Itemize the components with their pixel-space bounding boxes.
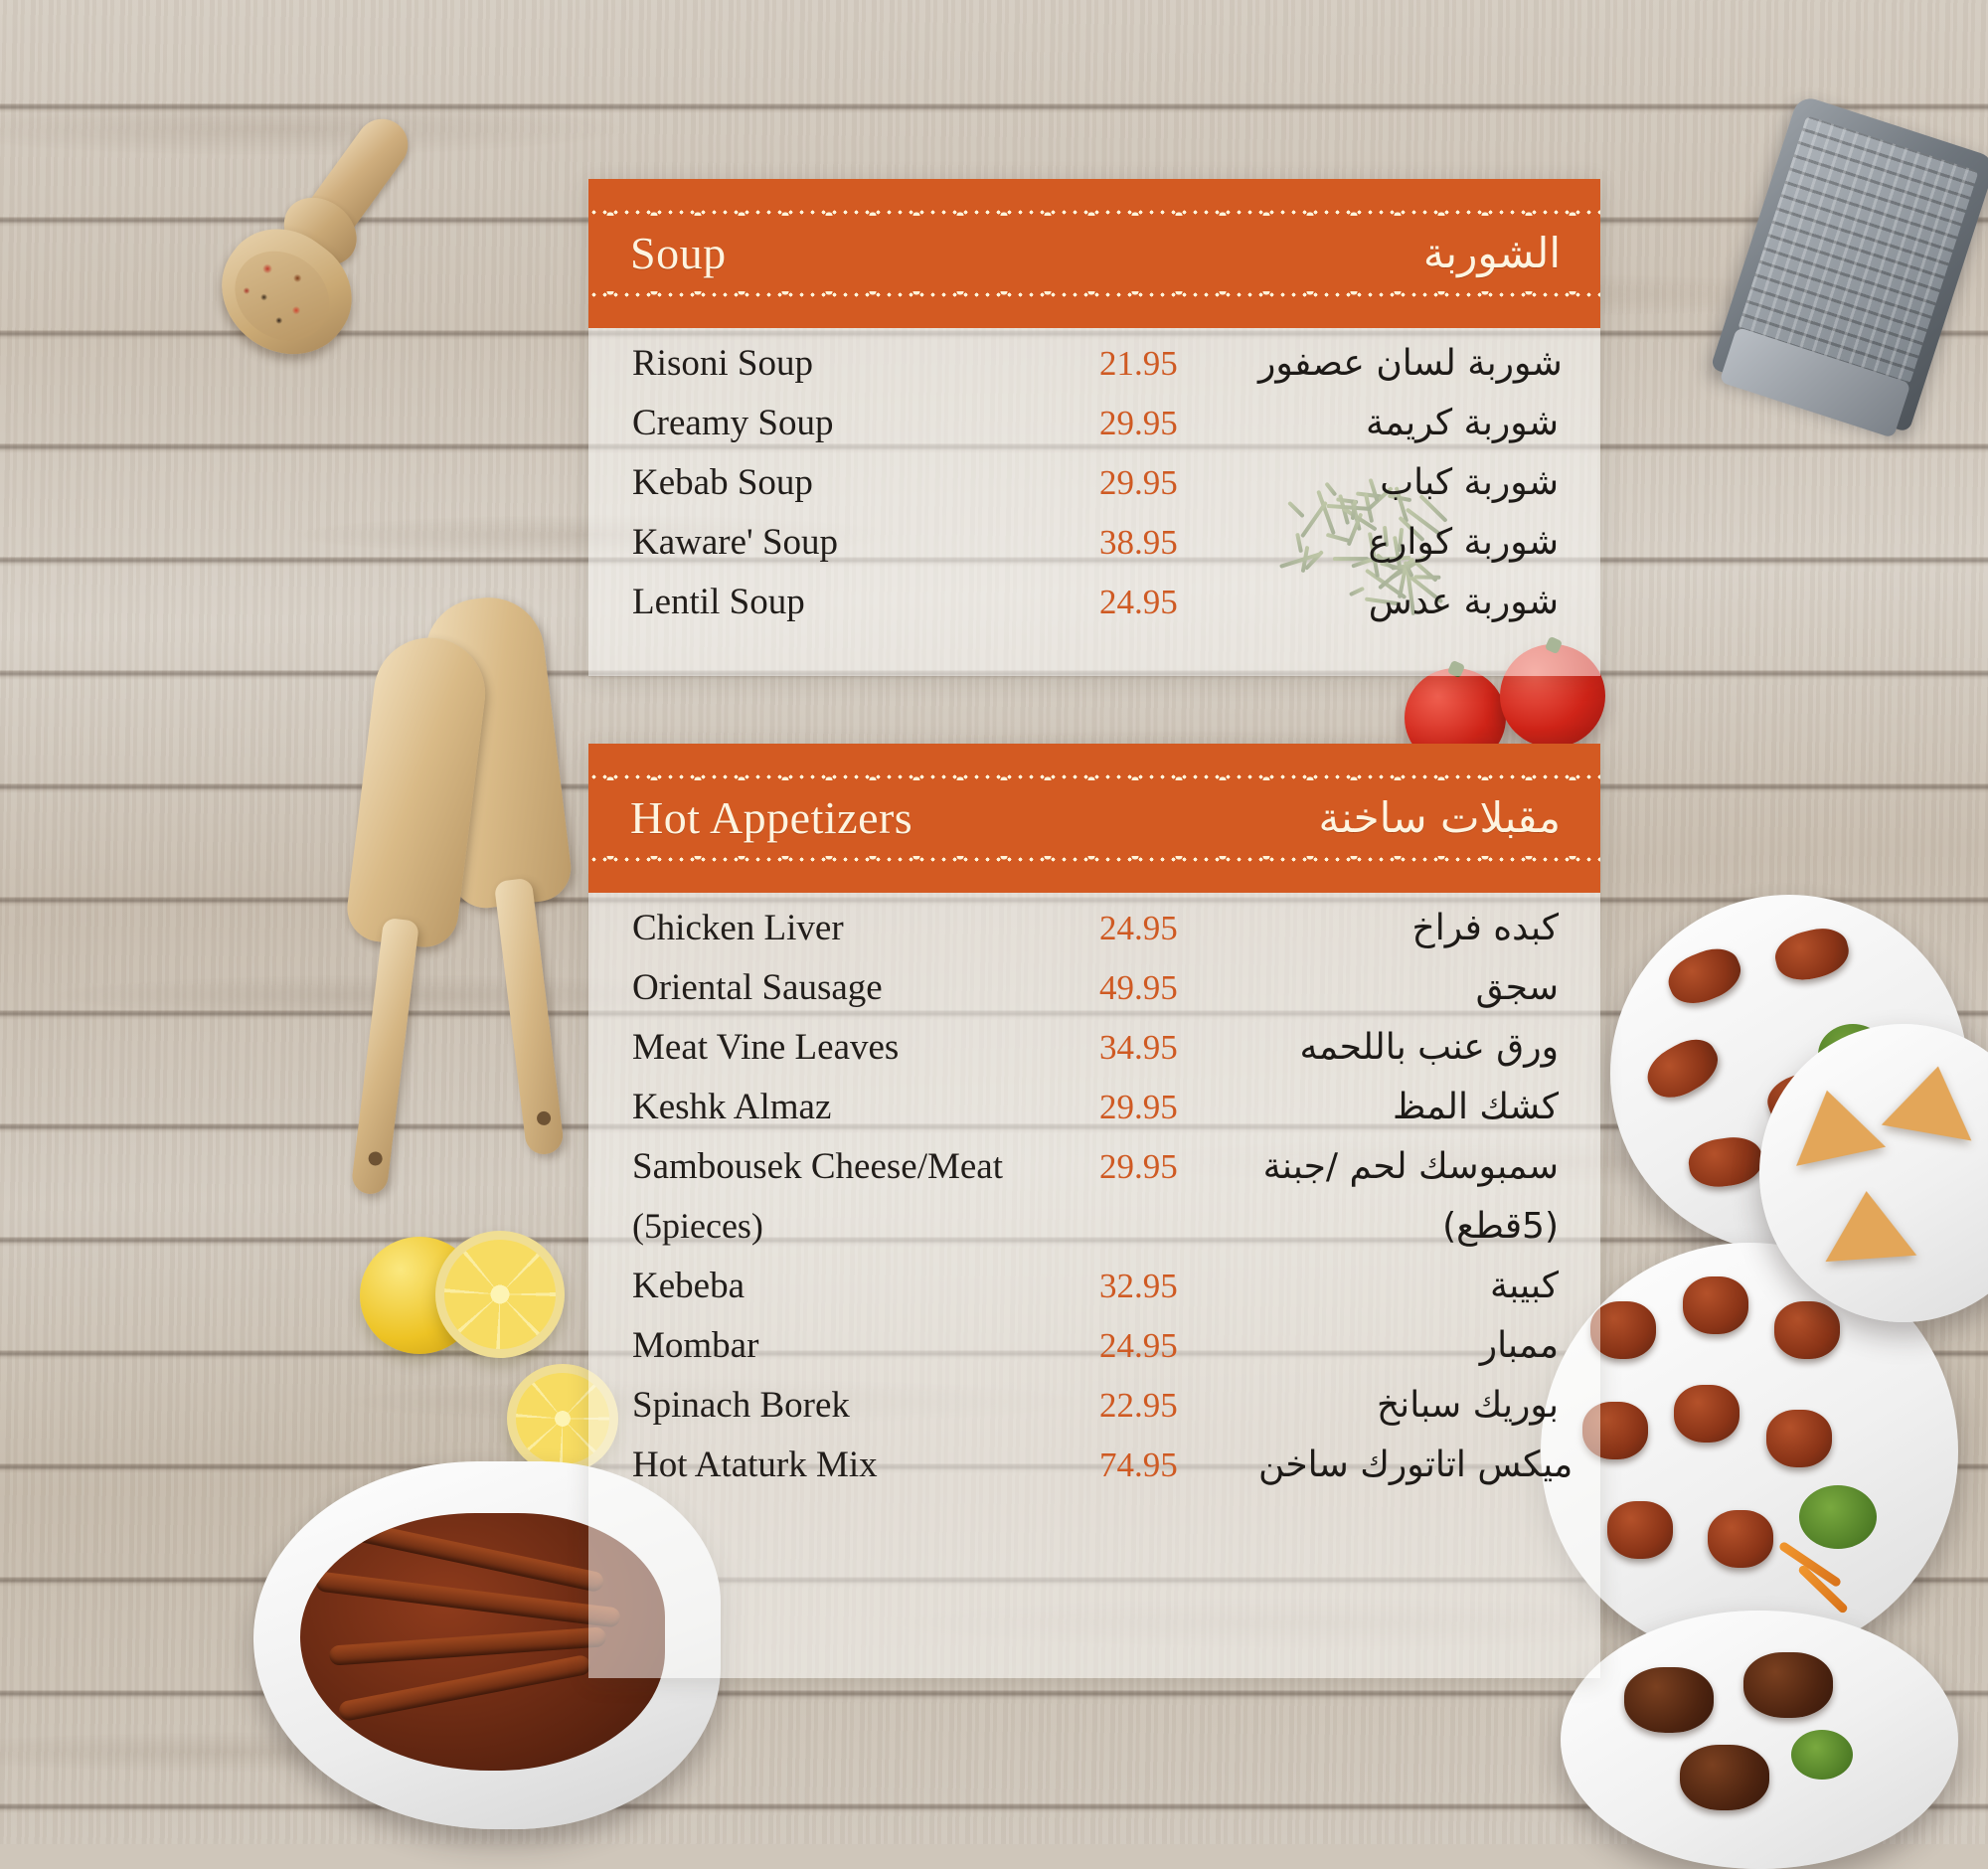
item-price: 22.95 <box>1099 1386 1258 1426</box>
item-name-en: Sambousek Cheese/Meat <box>632 1145 1099 1188</box>
menu-item-row[interactable]: Creamy Soup 29.95 شوربة كريمة <box>588 396 1600 455</box>
item-price: 49.95 <box>1099 968 1258 1008</box>
section-title-ar: مقبلات ساخنة <box>1318 797 1561 839</box>
menu-item-row[interactable]: Meat Vine Leaves 34.95 ورق عنب باللحمه <box>588 1020 1600 1080</box>
item-name-en: Creamy Soup <box>632 402 1099 444</box>
item-name-en: Spinach Borek <box>632 1384 1099 1427</box>
section-header-hot-appetizers: Hot Appetizers مقبلات ساخنة <box>588 780 1600 856</box>
item-name-ar: شوربة لسان عصفور <box>1258 343 1563 384</box>
menu-items-hot-appetizers: Chicken Liver 24.95 كبده فراخ Oriental S… <box>588 893 1600 1507</box>
item-price: 32.95 <box>1099 1267 1258 1306</box>
item-name-en: Kebab Soup <box>632 461 1099 504</box>
item-name-ar: كبده فراخ <box>1258 908 1559 948</box>
section-title-en: Soup <box>630 231 727 276</box>
item-name-en: Kebeba <box>632 1265 1099 1307</box>
item-name-ar: شوربة كباب <box>1258 462 1559 503</box>
section-header-soup: Soup الشوربة <box>588 216 1600 291</box>
menu-item-row[interactable]: Kaware' Soup 38.95 شوربة كوارع <box>588 515 1600 575</box>
item-name-ar: كبيبة <box>1258 1266 1559 1306</box>
item-price: 29.95 <box>1099 1088 1258 1127</box>
item-name-en: Oriental Sausage <box>632 966 1099 1009</box>
item-price: 24.95 <box>1099 583 1258 622</box>
menu-item-row[interactable]: Spinach Borek 22.95 بوريك سبانخ <box>588 1378 1600 1438</box>
item-name-en: Keshk Almaz <box>632 1086 1099 1128</box>
ornamental-border-bottom <box>588 291 1600 328</box>
item-name-en: Kaware' Soup <box>632 521 1099 564</box>
item-name-ar: شوربة كريمة <box>1258 403 1559 443</box>
item-name-ar: ممبار <box>1258 1325 1559 1366</box>
menu-item-row[interactable]: Mombar 24.95 ممبار <box>588 1318 1600 1378</box>
item-name-en: Meat Vine Leaves <box>632 1026 1099 1069</box>
item-price: 74.95 <box>1099 1445 1258 1485</box>
item-name-ar: سجق <box>1258 967 1559 1008</box>
menu-item-row[interactable]: Lentil Soup 24.95 شوربة عدس <box>588 575 1600 634</box>
item-name-en: Chicken Liver <box>632 907 1099 949</box>
ornamental-border-top <box>588 744 1600 780</box>
item-name-ar: بوريك سبانخ <box>1258 1385 1559 1426</box>
item-price: 29.95 <box>1099 1147 1258 1187</box>
item-price: 29.95 <box>1099 404 1258 443</box>
item-price: 34.95 <box>1099 1028 1258 1068</box>
menu-item-row[interactable]: Kebeba 32.95 كبيبة <box>588 1259 1600 1318</box>
item-name-ar: شوربة كوارع <box>1258 522 1559 563</box>
menu-item-row[interactable]: Oriental Sausage 49.95 سجق <box>588 960 1600 1020</box>
item-name-en: Hot Ataturk Mix <box>632 1444 1099 1486</box>
section-title-en: Hot Appetizers <box>630 795 912 841</box>
menu-section-hot-appetizers: Hot Appetizers مقبلات ساخنة Chicken Live… <box>588 744 1600 1678</box>
item-price: 29.95 <box>1099 463 1258 503</box>
item-name-en: Risoni Soup <box>632 342 1099 385</box>
item-price: 21.95 <box>1099 344 1258 384</box>
item-name-ar: شوربة عدس <box>1258 582 1559 622</box>
menu-item-row[interactable]: Kebab Soup 29.95 شوربة كباب <box>588 455 1600 515</box>
item-name-en: (5pieces) <box>632 1205 1099 1247</box>
menu-item-row[interactable]: Sambousek Cheese/Meat 29.95 سمبوسك لحم /… <box>588 1139 1600 1199</box>
item-price: 24.95 <box>1099 909 1258 948</box>
menu-item-row[interactable]: Chicken Liver 24.95 كبده فراخ <box>588 901 1600 960</box>
menu-items-soup: Risoni Soup 21.95 شوربة لسان عصفور Cream… <box>588 328 1600 644</box>
menu-item-row[interactable]: Risoni Soup 21.95 شوربة لسان عصفور <box>588 336 1600 396</box>
menu-item-row-continuation: (5pieces) (5قطع) <box>588 1199 1600 1259</box>
item-price: 24.95 <box>1099 1326 1258 1366</box>
item-name-ar: ورق عنب باللحمه <box>1258 1027 1559 1068</box>
item-price: 38.95 <box>1099 523 1258 563</box>
item-name-ar: سمبوسك لحم /جبنة <box>1258 1146 1559 1187</box>
section-title-ar: الشوربة <box>1423 233 1561 274</box>
menu-item-row[interactable]: Keshk Almaz 29.95 كشك المظ <box>588 1080 1600 1139</box>
ornamental-border-bottom <box>588 856 1600 893</box>
item-name-en: Lentil Soup <box>632 581 1099 623</box>
item-name-en: Mombar <box>632 1324 1099 1367</box>
ornamental-border-top <box>588 179 1600 216</box>
menu-item-row[interactable]: Hot Ataturk Mix 74.95 ميكس اتاتورك ساخن <box>588 1438 1600 1497</box>
item-name-ar: (5قطع) <box>1258 1206 1559 1247</box>
item-name-ar: ميكس اتاتورك ساخن <box>1258 1444 1573 1485</box>
menu-section-soup: Soup الشوربة Risoni Soup 21.95 شوربة لسا… <box>588 179 1600 676</box>
item-name-ar: كشك المظ <box>1258 1087 1559 1127</box>
